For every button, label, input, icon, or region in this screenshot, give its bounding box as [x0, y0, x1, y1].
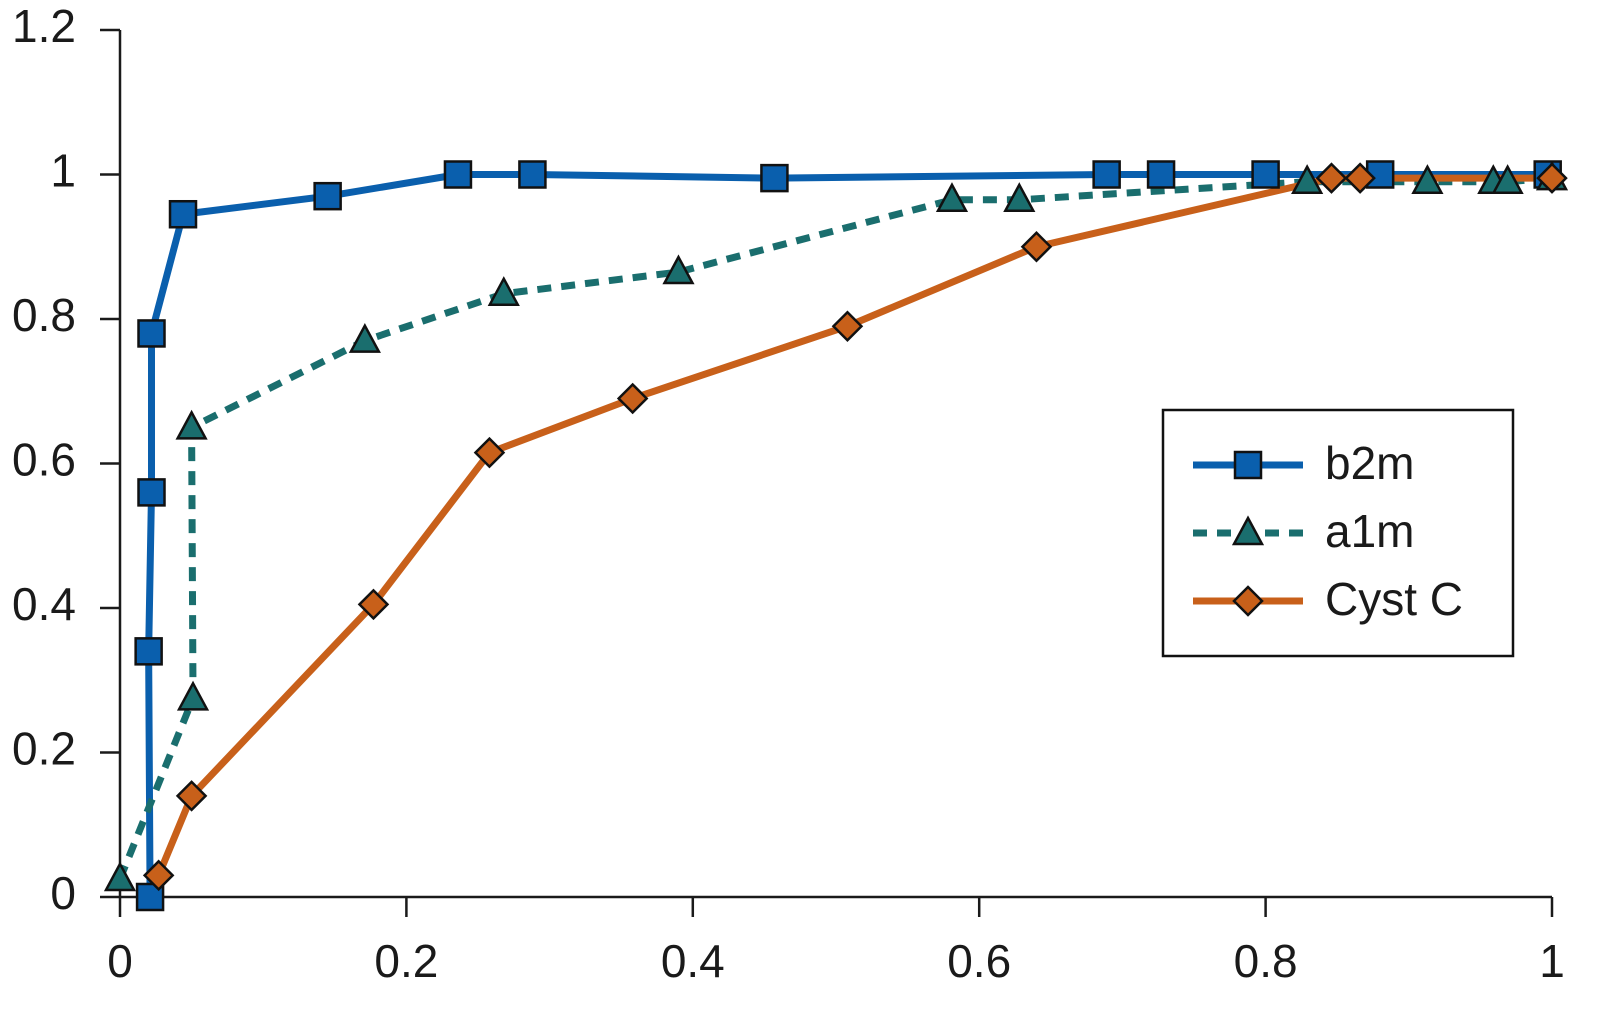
- marker: [175, 409, 208, 440]
- marker: [1092, 160, 1121, 189]
- marker: [137, 478, 166, 507]
- y-tick-label: 1: [50, 145, 76, 197]
- marker: [1491, 164, 1524, 194]
- legend-label: b2m: [1325, 437, 1414, 489]
- legend-label: Cyst C: [1325, 573, 1463, 625]
- legend-marker: [1232, 585, 1264, 617]
- marker: [1291, 164, 1324, 194]
- marker: [348, 323, 381, 353]
- marker: [1315, 162, 1348, 194]
- series-line: [145, 171, 1548, 898]
- marker: [443, 160, 473, 189]
- marker: [313, 181, 342, 211]
- marker: [176, 680, 210, 711]
- x-tick-label: 0: [107, 935, 133, 987]
- y-tick-label: 0: [50, 867, 76, 919]
- y-tick-label: 1.2: [12, 0, 76, 52]
- marker: [1251, 160, 1280, 189]
- legend-marker: [1233, 450, 1263, 480]
- x-tick-label: 1: [1539, 935, 1565, 987]
- x-tick-label: 0.8: [1234, 935, 1298, 987]
- marker: [1344, 162, 1376, 194]
- y-tick-label: 0.2: [12, 723, 76, 775]
- marker: [473, 436, 506, 469]
- legend-marker: [1231, 515, 1265, 546]
- x-tick-label: 0.4: [661, 935, 725, 987]
- y-tick-label: 0.6: [12, 434, 76, 486]
- marker: [1411, 164, 1444, 194]
- marker: [518, 160, 547, 189]
- marker: [1020, 230, 1053, 263]
- marker: [137, 319, 166, 348]
- marker: [175, 780, 208, 812]
- marker: [135, 882, 165, 912]
- marker: [487, 276, 520, 306]
- marker: [616, 382, 649, 415]
- marker: [935, 182, 969, 213]
- marker: [168, 199, 198, 229]
- marker: [357, 588, 390, 621]
- marker: [1146, 160, 1176, 189]
- x-tick-label: 0.6: [947, 935, 1011, 987]
- marker: [1536, 162, 1568, 194]
- marker: [103, 861, 137, 892]
- marker: [662, 254, 695, 285]
- y-tick-label: 0.8: [12, 289, 76, 341]
- y-tick-label: 0.4: [12, 578, 76, 630]
- marker: [760, 163, 789, 193]
- marker: [142, 859, 175, 892]
- marker: [831, 310, 864, 342]
- x-tick-label: 0.2: [374, 935, 438, 987]
- marker: [1003, 182, 1036, 213]
- marker: [134, 637, 163, 666]
- legend-label: a1m: [1325, 505, 1414, 557]
